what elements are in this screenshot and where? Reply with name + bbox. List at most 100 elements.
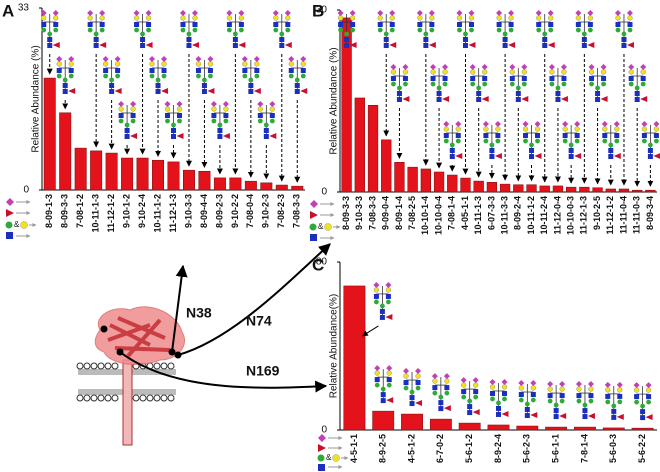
glycan-sialic bbox=[40, 10, 47, 16]
glycan-man bbox=[463, 31, 468, 37]
glycan-gal bbox=[587, 15, 593, 21]
glycan-man bbox=[383, 31, 389, 37]
glycan-sialic bbox=[601, 121, 608, 127]
bar bbox=[513, 184, 524, 193]
glycan-glcnac bbox=[456, 22, 462, 27]
glycan-sialic bbox=[588, 64, 595, 70]
glycan-fuc bbox=[600, 96, 608, 102]
lipid bbox=[167, 362, 175, 370]
glycan-icon bbox=[482, 121, 502, 159]
glycan-icon bbox=[257, 101, 277, 139]
glycan-man bbox=[196, 73, 201, 79]
glycan-sialic bbox=[149, 56, 156, 62]
glycan-glcnac bbox=[575, 22, 581, 27]
glycan-gal bbox=[628, 69, 634, 75]
glycan-man bbox=[409, 389, 415, 395]
glycan-icon bbox=[518, 380, 538, 419]
glycan-fuc bbox=[238, 42, 246, 48]
glycan-glcnac bbox=[195, 68, 201, 73]
glycan-glcnac bbox=[627, 22, 633, 27]
glycan-glcnac bbox=[634, 97, 640, 102]
glycan-man bbox=[509, 81, 515, 87]
glycan-glcnac bbox=[449, 148, 455, 153]
bar bbox=[381, 139, 392, 193]
glycan-man bbox=[611, 403, 617, 409]
glycan-icon bbox=[628, 64, 648, 102]
glycan-glcnac bbox=[263, 134, 269, 139]
glycan-man bbox=[530, 397, 536, 403]
glycan-fuc bbox=[222, 133, 230, 139]
glycan-gal bbox=[115, 61, 121, 67]
glycan-sialic bbox=[628, 64, 635, 70]
glycan-glcnac bbox=[548, 22, 554, 27]
glycan-fuc bbox=[191, 42, 199, 48]
glycan-gal bbox=[442, 69, 448, 75]
glycan-icon bbox=[373, 281, 393, 320]
glycan-glcnac bbox=[524, 413, 530, 419]
glycan-fuc bbox=[207, 88, 215, 94]
glycan-glcnac bbox=[386, 377, 392, 383]
glycan-man bbox=[482, 81, 488, 87]
bar bbox=[631, 427, 654, 431]
glycan-man bbox=[118, 118, 124, 124]
glycan-glcnac bbox=[344, 43, 350, 48]
lipid bbox=[90, 362, 98, 370]
glycan-glcnac bbox=[617, 393, 623, 399]
glycan-glcnac bbox=[521, 76, 527, 81]
glycan-glcnac bbox=[555, 91, 561, 96]
glycan-man bbox=[294, 77, 300, 83]
glycan-man bbox=[415, 385, 421, 391]
bar bbox=[74, 147, 87, 191]
glycan-sialic bbox=[269, 101, 276, 107]
glycan-gal bbox=[195, 61, 202, 67]
glycan-man bbox=[300, 73, 306, 79]
bar bbox=[182, 169, 195, 191]
glycan-fuc bbox=[559, 413, 567, 420]
glycan-man bbox=[553, 402, 559, 408]
glycan-icon bbox=[489, 378, 509, 417]
glycan-man bbox=[386, 299, 391, 305]
glycan-glcnac bbox=[217, 134, 223, 139]
glycan-man bbox=[602, 138, 608, 144]
glycan-glcnac bbox=[581, 43, 587, 48]
glycan-fuc bbox=[443, 405, 451, 412]
x-tick-label: 7-08-2-3 bbox=[276, 194, 286, 228]
glycan-gal bbox=[575, 15, 581, 21]
glycan-glcnac bbox=[568, 154, 574, 159]
glycan-glcnac bbox=[134, 22, 140, 27]
glycan-glcnac bbox=[279, 43, 285, 48]
glycan-glcnac bbox=[653, 133, 659, 138]
glycan-gal bbox=[161, 61, 167, 67]
lipid bbox=[153, 362, 161, 370]
glycan-gal bbox=[576, 386, 582, 392]
glycan-man bbox=[444, 390, 450, 396]
glycan-icon bbox=[575, 381, 595, 420]
glycan-glcnac bbox=[56, 68, 62, 73]
x-tick-label: 7-8-1-4 bbox=[579, 434, 589, 463]
x-tick-label: 5-6-2-2 bbox=[637, 434, 647, 463]
glycan-glcnac bbox=[524, 407, 530, 413]
glycan-sialic bbox=[176, 101, 183, 107]
x-tick-label: 5-6-1-2 bbox=[464, 434, 474, 463]
glycan-gal bbox=[350, 15, 356, 21]
glycan-glcnac bbox=[344, 37, 350, 42]
glycan-man bbox=[647, 142, 653, 148]
glycan-fuc bbox=[530, 412, 538, 419]
glycan-icon bbox=[374, 365, 394, 404]
x-tick-label: 9-10-2-3 bbox=[261, 194, 271, 228]
glycan-glcnac bbox=[628, 76, 634, 81]
y-axis-label: Relative Abundance(%) bbox=[329, 294, 340, 399]
x-tick-label: 10-11-1-2 bbox=[526, 196, 536, 235]
glycan-glcnac bbox=[379, 308, 385, 314]
glycan-glcnac bbox=[201, 83, 207, 88]
glycan-man bbox=[621, 31, 627, 37]
glycan-glcnac bbox=[99, 22, 105, 27]
glycan-fuc bbox=[653, 153, 660, 159]
glycan-man bbox=[430, 81, 436, 87]
x-tick-label: 10-11-1-3 bbox=[473, 196, 483, 235]
glycan-glcnac bbox=[615, 22, 621, 27]
bar bbox=[574, 426, 596, 431]
glycan-gal bbox=[207, 61, 214, 67]
glycan-sialic bbox=[641, 121, 648, 127]
glycan-gal bbox=[615, 15, 621, 21]
